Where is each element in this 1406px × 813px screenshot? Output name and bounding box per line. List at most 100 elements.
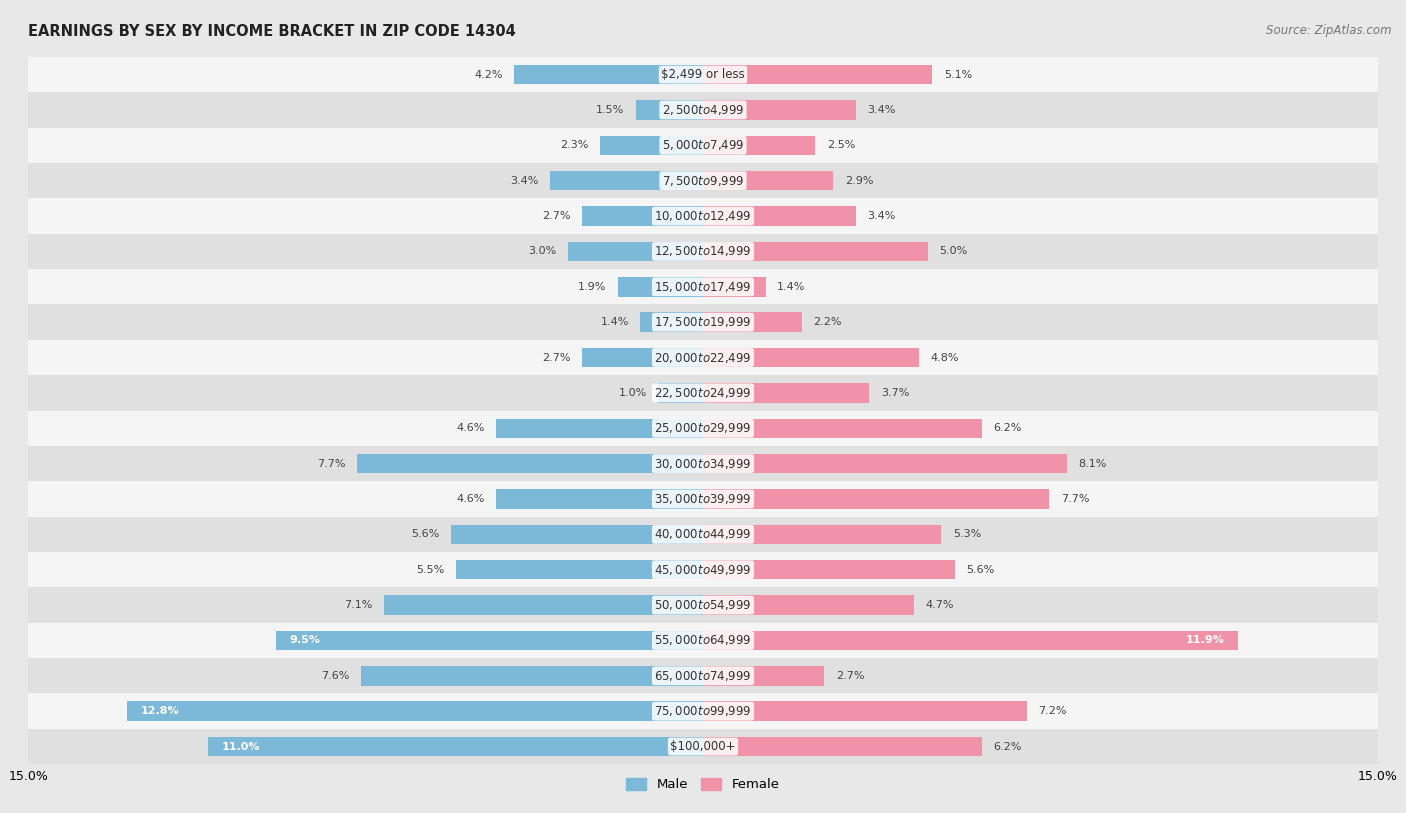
- Text: 6.2%: 6.2%: [993, 741, 1022, 751]
- Text: 6.2%: 6.2%: [993, 424, 1022, 433]
- Text: 12.8%: 12.8%: [141, 706, 179, 716]
- Bar: [703, 702, 1026, 721]
- Bar: [28, 128, 1378, 163]
- Text: 3.4%: 3.4%: [510, 176, 538, 185]
- Text: $10,000 to $12,499: $10,000 to $12,499: [654, 209, 752, 223]
- Bar: [28, 411, 1378, 446]
- Bar: [703, 348, 920, 367]
- Text: $17,500 to $19,999: $17,500 to $19,999: [654, 315, 752, 329]
- Text: $12,500 to $14,999: $12,500 to $14,999: [654, 245, 752, 259]
- Text: 1.9%: 1.9%: [578, 282, 606, 292]
- Bar: [361, 666, 703, 685]
- Text: $22,500 to $24,999: $22,500 to $24,999: [654, 386, 752, 400]
- Bar: [28, 729, 1378, 764]
- Bar: [640, 312, 703, 332]
- Bar: [451, 524, 703, 544]
- Text: 7.7%: 7.7%: [316, 459, 346, 468]
- Bar: [703, 100, 856, 120]
- Text: 7.6%: 7.6%: [322, 671, 350, 680]
- Text: $50,000 to $54,999: $50,000 to $54,999: [654, 598, 752, 612]
- Bar: [703, 277, 766, 297]
- Text: $75,000 to $99,999: $75,000 to $99,999: [654, 704, 752, 718]
- Bar: [28, 623, 1378, 659]
- Bar: [28, 163, 1378, 198]
- Bar: [28, 198, 1378, 234]
- Text: 4.7%: 4.7%: [925, 600, 955, 610]
- Bar: [28, 376, 1378, 411]
- Bar: [496, 489, 703, 509]
- Text: 1.4%: 1.4%: [600, 317, 628, 327]
- Bar: [456, 560, 703, 580]
- Bar: [127, 702, 703, 721]
- Bar: [515, 65, 703, 85]
- Text: $25,000 to $29,999: $25,000 to $29,999: [654, 421, 752, 435]
- Text: 2.7%: 2.7%: [541, 353, 571, 363]
- Bar: [496, 419, 703, 438]
- Bar: [703, 595, 914, 615]
- Bar: [28, 340, 1378, 375]
- Text: 4.6%: 4.6%: [457, 424, 485, 433]
- Text: 5.1%: 5.1%: [943, 70, 972, 80]
- Bar: [28, 552, 1378, 587]
- Text: 8.1%: 8.1%: [1078, 459, 1107, 468]
- Text: $2,500 to $4,999: $2,500 to $4,999: [662, 103, 744, 117]
- Text: 2.7%: 2.7%: [835, 671, 865, 680]
- Text: $15,000 to $17,499: $15,000 to $17,499: [654, 280, 752, 293]
- Bar: [703, 207, 856, 226]
- Text: $40,000 to $44,999: $40,000 to $44,999: [654, 528, 752, 541]
- Bar: [28, 304, 1378, 340]
- Text: $5,000 to $7,499: $5,000 to $7,499: [662, 138, 744, 152]
- Text: $2,499 or less: $2,499 or less: [661, 68, 745, 81]
- Bar: [28, 57, 1378, 92]
- Bar: [28, 693, 1378, 729]
- Bar: [28, 659, 1378, 693]
- Text: $30,000 to $34,999: $30,000 to $34,999: [654, 457, 752, 471]
- Bar: [703, 171, 834, 190]
- Text: EARNINGS BY SEX BY INCOME BRACKET IN ZIP CODE 14304: EARNINGS BY SEX BY INCOME BRACKET IN ZIP…: [28, 24, 516, 39]
- Text: 3.0%: 3.0%: [529, 246, 557, 256]
- Text: 7.1%: 7.1%: [344, 600, 373, 610]
- Bar: [703, 454, 1067, 473]
- Text: 5.3%: 5.3%: [953, 529, 981, 539]
- Bar: [703, 737, 981, 756]
- Bar: [703, 524, 942, 544]
- Bar: [703, 631, 1239, 650]
- Text: 4.6%: 4.6%: [457, 494, 485, 504]
- Bar: [703, 560, 955, 580]
- Text: 3.4%: 3.4%: [868, 211, 896, 221]
- Text: 5.6%: 5.6%: [966, 565, 994, 575]
- Bar: [703, 419, 981, 438]
- Text: $35,000 to $39,999: $35,000 to $39,999: [654, 492, 752, 506]
- Legend: Male, Female: Male, Female: [621, 772, 785, 797]
- Bar: [703, 65, 932, 85]
- Bar: [703, 312, 801, 332]
- Text: 4.8%: 4.8%: [931, 353, 959, 363]
- Bar: [703, 136, 815, 155]
- Bar: [582, 348, 703, 367]
- Bar: [568, 241, 703, 261]
- Bar: [28, 92, 1378, 128]
- Bar: [703, 383, 869, 402]
- Text: $20,000 to $22,499: $20,000 to $22,499: [654, 350, 752, 364]
- Text: 5.0%: 5.0%: [939, 246, 967, 256]
- Bar: [703, 241, 928, 261]
- Bar: [384, 595, 703, 615]
- Text: 5.6%: 5.6%: [412, 529, 440, 539]
- Bar: [28, 517, 1378, 552]
- Text: 1.0%: 1.0%: [619, 388, 647, 398]
- Bar: [208, 737, 703, 756]
- Bar: [28, 446, 1378, 481]
- Bar: [703, 666, 824, 685]
- Text: 9.5%: 9.5%: [290, 636, 321, 646]
- Bar: [550, 171, 703, 190]
- Text: $45,000 to $49,999: $45,000 to $49,999: [654, 563, 752, 576]
- Text: $7,500 to $9,999: $7,500 to $9,999: [662, 174, 744, 188]
- Text: 7.7%: 7.7%: [1060, 494, 1090, 504]
- Bar: [276, 631, 703, 650]
- Bar: [636, 100, 703, 120]
- Bar: [617, 277, 703, 297]
- Bar: [28, 233, 1378, 269]
- Bar: [658, 383, 703, 402]
- Text: 1.4%: 1.4%: [778, 282, 806, 292]
- Bar: [599, 136, 703, 155]
